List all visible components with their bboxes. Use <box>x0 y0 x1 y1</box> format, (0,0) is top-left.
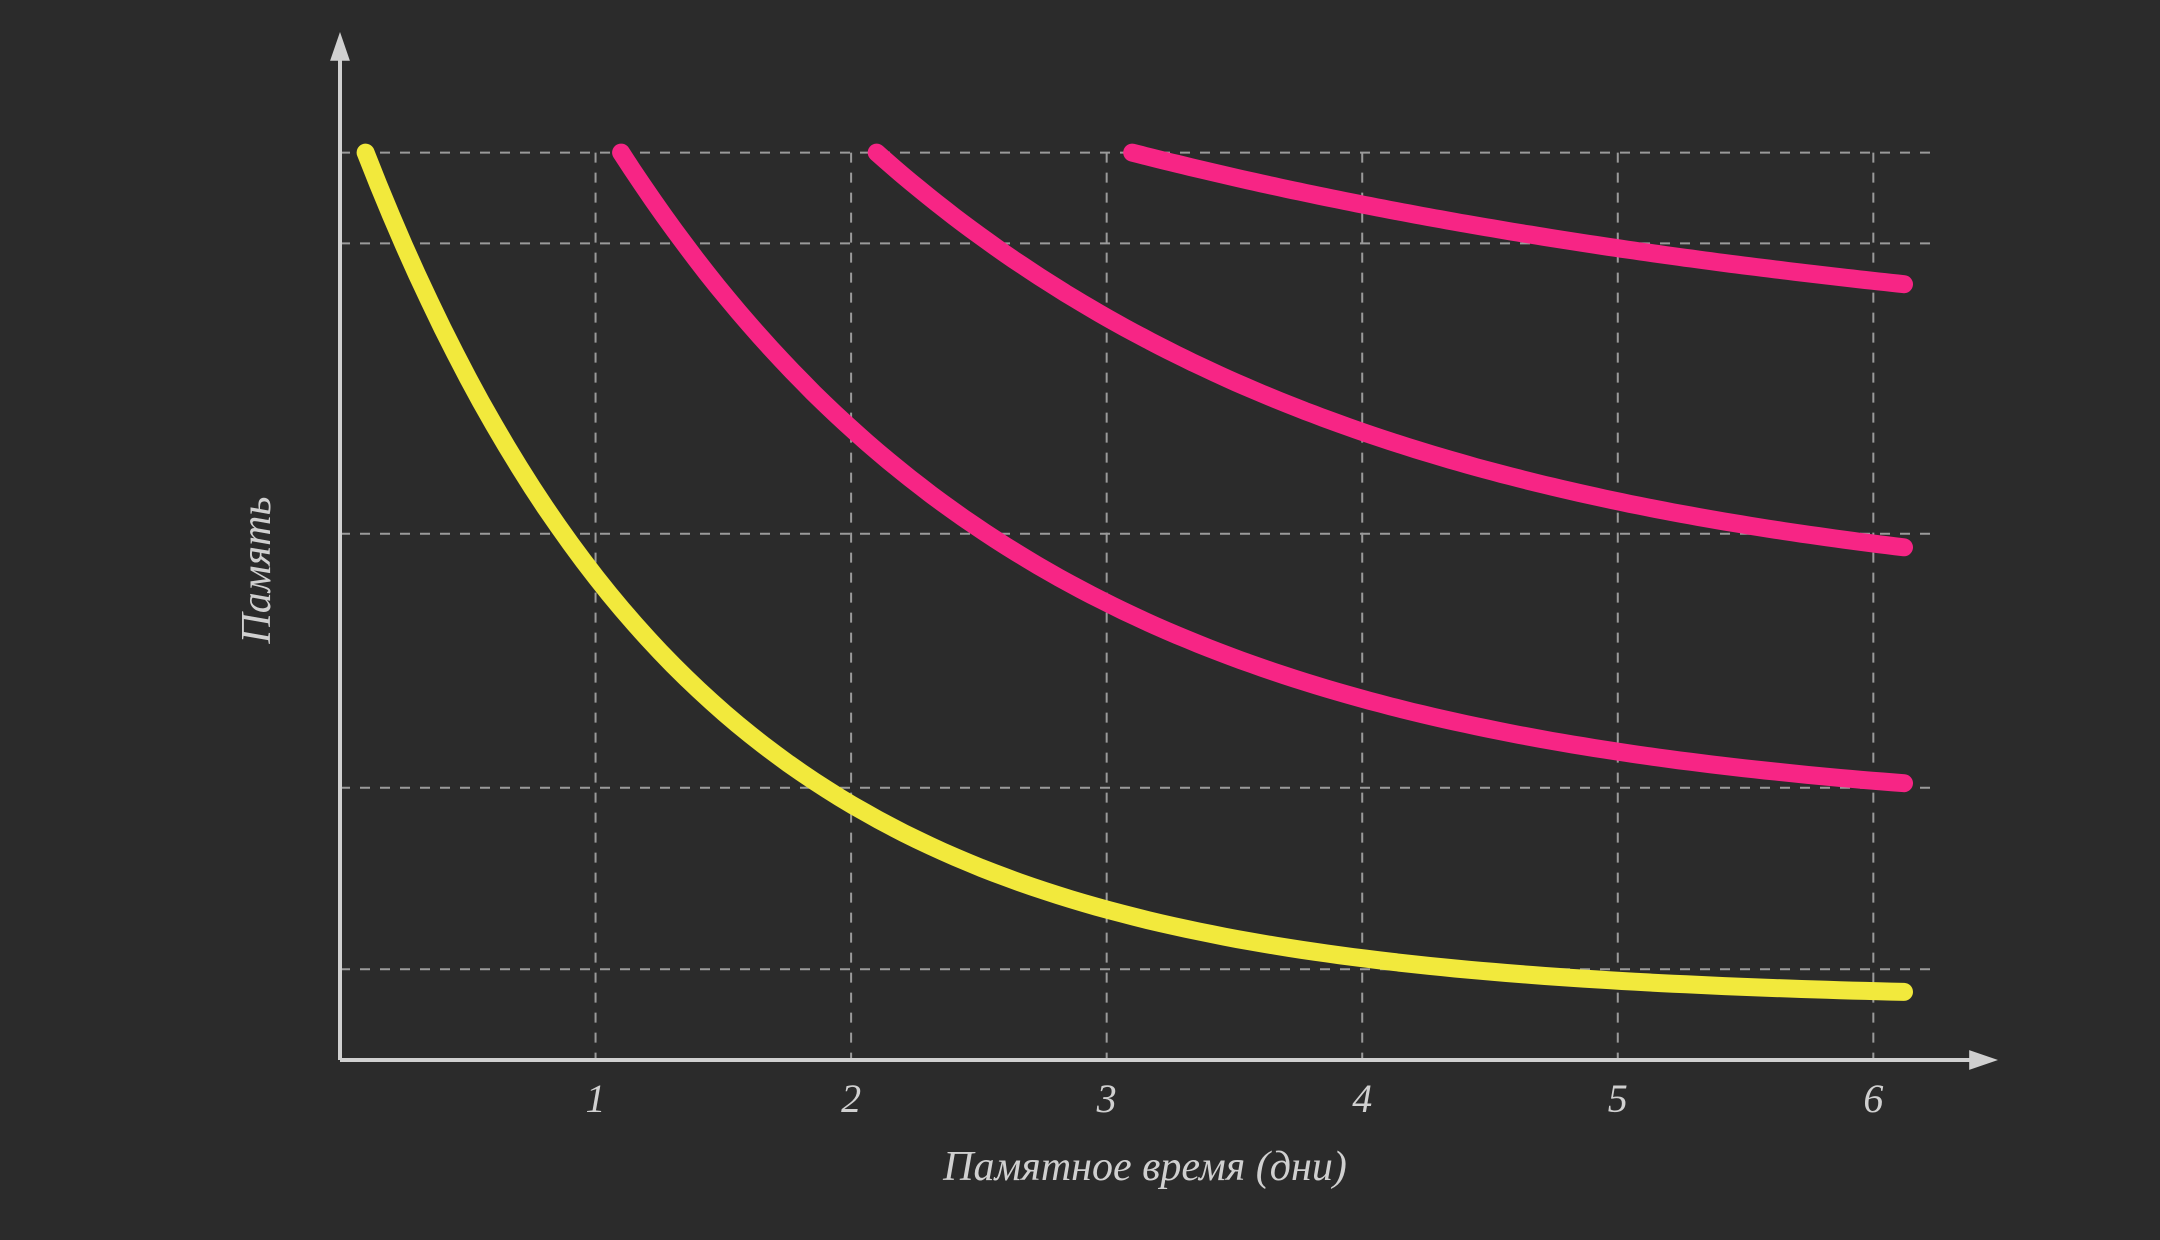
x-tick-label: 3 <box>1096 1076 1117 1121</box>
x-axis-title: Памятное время (дни) <box>942 1144 1347 1190</box>
x-tick-label: 6 <box>1863 1076 1883 1121</box>
y-axis-title: Память <box>234 496 280 644</box>
x-tick-label: 1 <box>586 1076 606 1121</box>
curve-1 <box>621 153 1904 784</box>
x-tick-labels: 1 2 3 4 5 6 <box>586 1076 1884 1121</box>
forgetting-curve-chart: 1 2 3 4 5 6 Память Памятное время (дни) <box>0 0 2160 1240</box>
x-tick-label: 5 <box>1608 1076 1628 1121</box>
x-tick-label: 2 <box>841 1076 861 1121</box>
x-axis-arrow <box>1969 1050 1998 1070</box>
x-tick-label: 4 <box>1352 1076 1372 1121</box>
curve-3 <box>1132 153 1904 285</box>
chart-stage: 1 2 3 4 5 6 Память Памятное время (дни) <box>0 0 2160 1240</box>
y-axis-arrow <box>330 32 350 61</box>
